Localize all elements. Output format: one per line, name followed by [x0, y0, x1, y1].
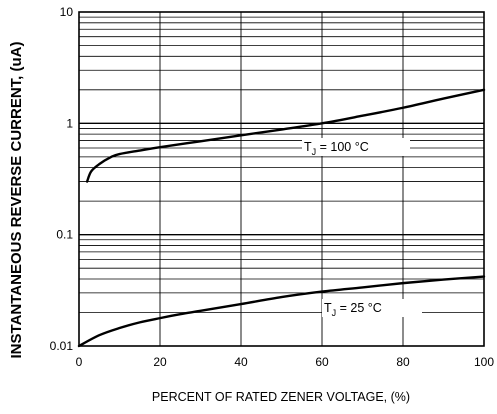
x-tick-label: 60	[315, 355, 329, 369]
x-tick-label: 40	[234, 355, 248, 369]
x-axis-title: PERCENT OF RATED ZENER VOLTAGE, (%)	[152, 390, 410, 404]
x-tick-label: 100	[474, 355, 494, 369]
y-axis-title: INSTANTANEOUS REVERSE CURRENT, (uA)	[8, 42, 25, 359]
x-tick-label: 0	[76, 355, 83, 369]
y-tick-label: 1	[66, 116, 73, 130]
y-tick-label: 0.01	[50, 339, 74, 353]
chart-labels: 0 20 40 60 80 100 0.01 0.1 1 10 TJ = 100 °C TJ = 25…	[50, 5, 495, 369]
chart-series	[77, 88, 486, 348]
chart-grid	[79, 12, 484, 346]
series-label-25c: TJ = 25 °C	[324, 301, 382, 318]
series-label-background	[302, 138, 410, 156]
x-tick-label: 20	[153, 355, 167, 369]
series-label-background	[322, 299, 422, 317]
series-line	[85, 88, 486, 183]
y-tick-label: 10	[60, 5, 74, 19]
series-label-100c: TJ = 100 °C	[304, 140, 369, 157]
y-tick-label: 0.1	[56, 228, 73, 242]
plot-frame	[78, 11, 485, 347]
x-tick-label: 80	[396, 355, 410, 369]
series-line	[77, 275, 486, 348]
